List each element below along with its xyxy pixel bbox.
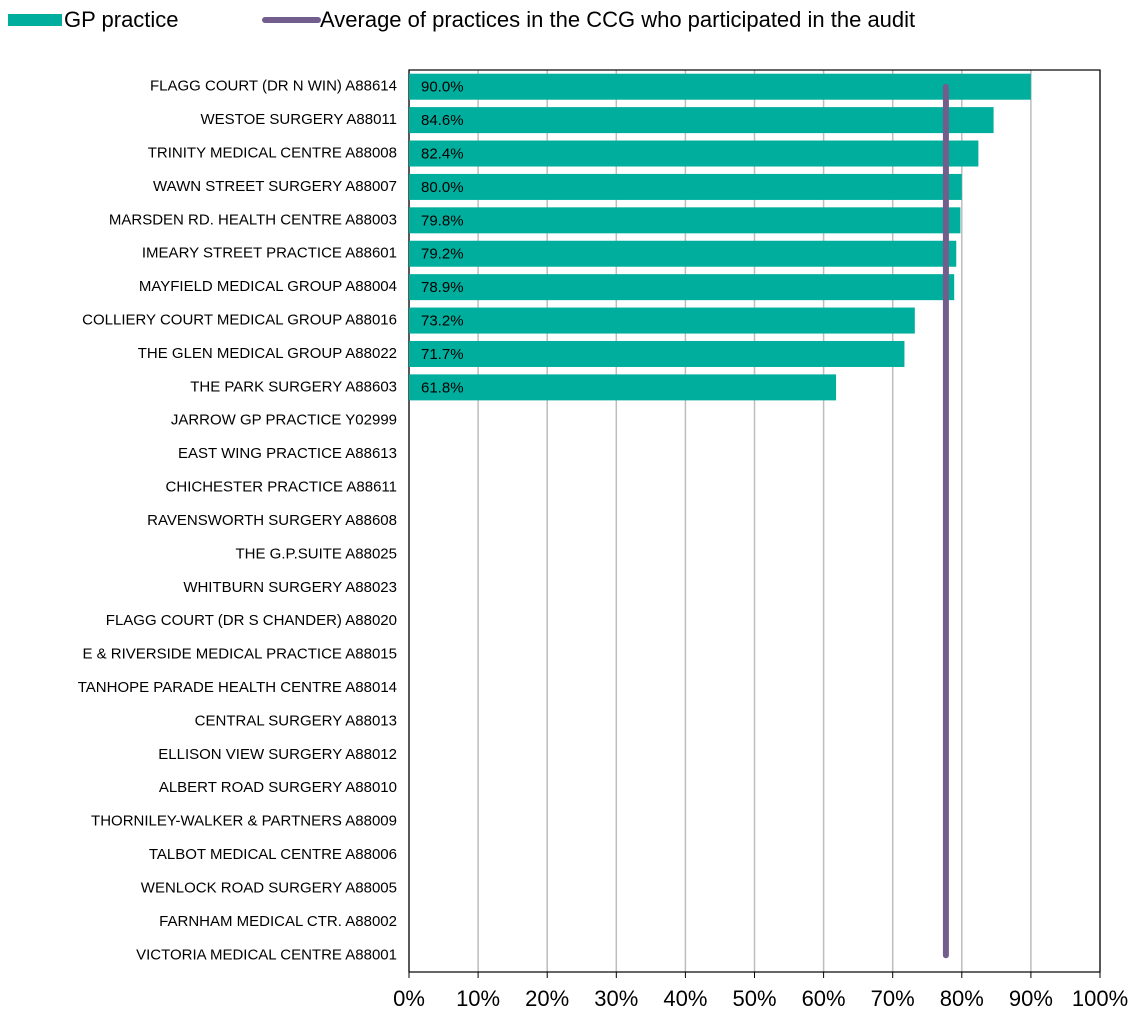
x-tick-label: 0% — [393, 986, 425, 1011]
bar — [409, 73, 1031, 100]
data-label: 73.2% — [421, 313, 464, 330]
data-label: 84.6% — [421, 112, 464, 129]
y-tick-label: ELLISON VIEW SURGERY A88012 — [158, 746, 397, 763]
bar — [409, 207, 961, 234]
data-label: 71.7% — [421, 346, 464, 363]
legend-label: Average of practices in the CCG who part… — [320, 7, 915, 32]
data-label: 82.4% — [421, 145, 464, 162]
y-tick-label: FLAGG COURT (DR S CHANDER) A88020 — [106, 612, 397, 629]
y-tick-label: THE PARK SURGERY A88603 — [190, 378, 397, 395]
y-tick-label: WENLOCK ROAD SURGERY A88005 — [141, 879, 397, 896]
data-label: 78.9% — [421, 279, 464, 296]
y-tick-label: TALBOT MEDICAL CENTRE A88006 — [149, 846, 397, 863]
x-tick-label: 40% — [663, 986, 707, 1011]
data-label: 79.8% — [421, 212, 464, 229]
x-tick-label: 70% — [871, 986, 915, 1011]
x-tick-label: 50% — [732, 986, 776, 1011]
data-label: 80.0% — [421, 179, 464, 196]
y-tick-label: EAST WING PRACTICE A88613 — [178, 445, 397, 462]
y-tick-label: MAYFIELD MEDICAL GROUP A88004 — [139, 278, 397, 295]
y-tick-label: THORNILEY-WALKER & PARTNERS A88009 — [91, 813, 397, 830]
bar — [409, 274, 955, 301]
bar — [409, 374, 837, 401]
x-tick-label: 60% — [802, 986, 846, 1011]
x-tick-label: 10% — [456, 986, 500, 1011]
data-label: 79.2% — [421, 246, 464, 263]
data-label: 90.0% — [421, 79, 464, 96]
y-tick-label: IMEARY STREET PRACTICE A88601 — [142, 245, 397, 262]
bar — [409, 307, 915, 334]
bar — [409, 240, 957, 267]
data-label: 61.8% — [421, 379, 464, 396]
y-tick-label: FARNHAM MEDICAL CTR. A88002 — [159, 913, 397, 930]
legend-label: GP practice — [64, 7, 179, 32]
x-tick-label: 90% — [1009, 986, 1053, 1011]
bar — [409, 140, 979, 167]
y-tick-label: WESTOE SURGERY A88011 — [201, 111, 397, 128]
y-tick-label: VICTORIA MEDICAL CENTRE A88001 — [136, 946, 397, 963]
y-tick-label: WAWN STREET SURGERY A88007 — [153, 178, 397, 195]
y-tick-label: FLAGG COURT (DR N WIN) A88614 — [150, 78, 397, 95]
y-tick-label: CHICHESTER PRACTICE A88611 — [166, 479, 397, 496]
y-tick-label: THE GLEN MEDICAL GROUP A88022 — [138, 345, 397, 362]
y-tick-label: E & RIVERSIDE MEDICAL PRACTICE A88015 — [82, 646, 397, 663]
y-tick-label: JARROW GP PRACTICE Y02999 — [171, 412, 397, 429]
legend-swatch — [8, 14, 62, 26]
x-tick-label: 20% — [525, 986, 569, 1011]
y-tick-label: WHITBURN SURGERY A88023 — [183, 579, 397, 596]
y-tick-label: THE G.P.SUITE A88025 — [236, 545, 397, 562]
x-tick-label: 30% — [594, 986, 638, 1011]
y-tick-label: COLLIERY COURT MEDICAL GROUP A88016 — [82, 312, 397, 329]
plot-border — [408, 69, 1101, 973]
x-tick-label: 100% — [1072, 986, 1128, 1011]
bar — [409, 340, 905, 367]
y-tick-label: ALBERT ROAD SURGERY A88010 — [159, 779, 397, 796]
bar — [409, 173, 962, 200]
y-tick-label: MARSDEN RD. HEALTH CENTRE A88003 — [109, 211, 397, 228]
bar — [409, 107, 994, 134]
y-tick-label: CENTRAL SURGERY A88013 — [195, 712, 397, 729]
y-tick-label: TANHOPE PARADE HEALTH CENTRE A88014 — [78, 679, 397, 696]
y-tick-label: TRINITY MEDICAL CENTRE A88008 — [148, 144, 397, 161]
x-tick-label: 80% — [940, 986, 984, 1011]
y-tick-label: RAVENSWORTH SURGERY A88608 — [147, 512, 397, 529]
